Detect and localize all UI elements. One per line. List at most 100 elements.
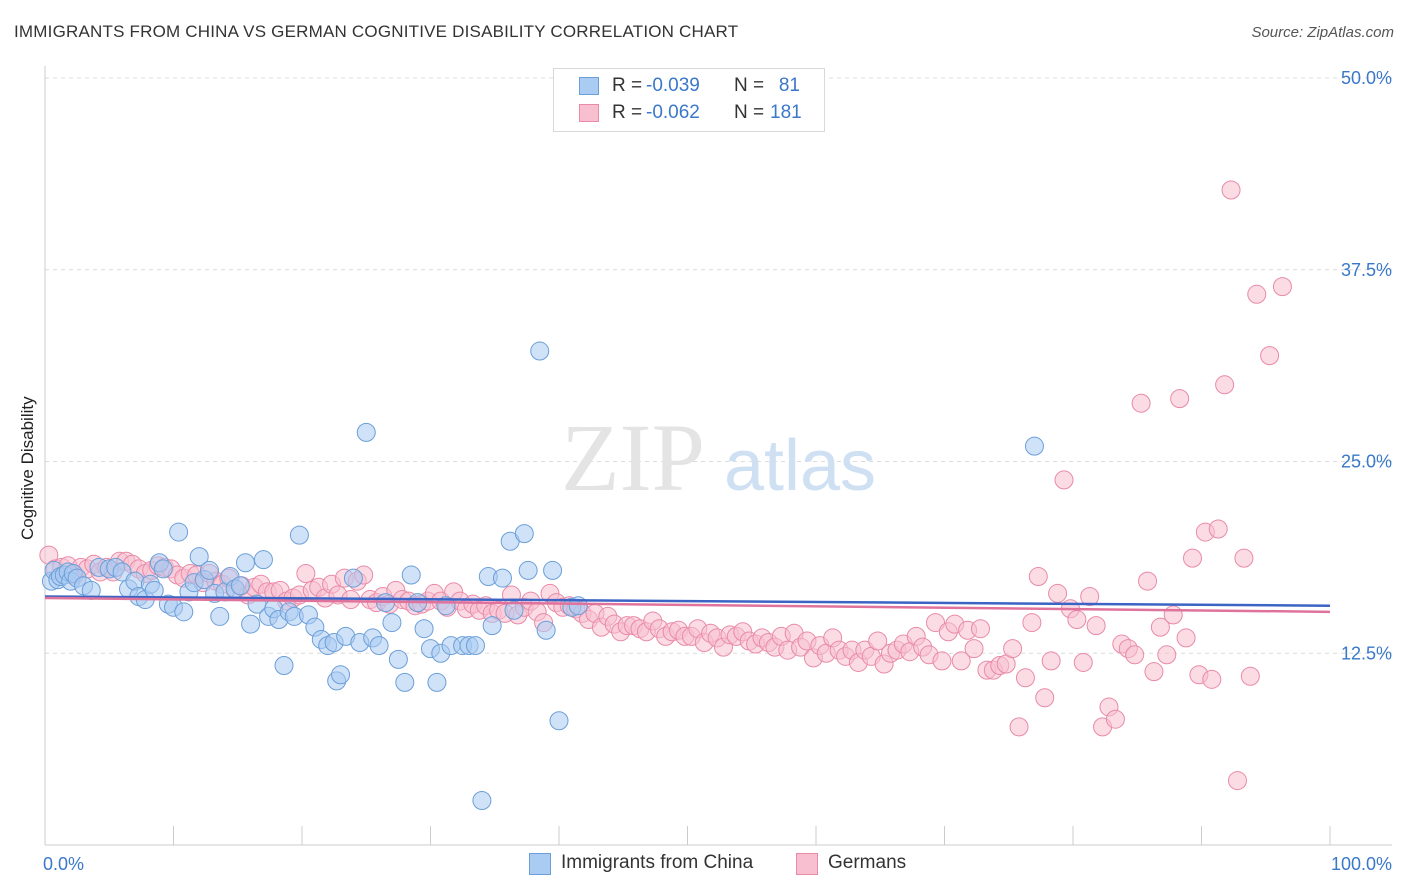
china-point [536,620,556,640]
china-point [1024,436,1044,456]
chart-title: IMMIGRANTS FROM CHINA VS GERMAN COGNITIV… [14,22,739,41]
germans-point [1138,571,1158,591]
germans-point [1035,688,1055,708]
china-point [199,560,219,580]
axes [44,66,1392,846]
germans-point [1048,583,1068,603]
germans-point [1221,180,1241,200]
china-point [289,525,309,545]
china-point [427,672,447,692]
germans-point [1144,662,1164,682]
germans-point [1022,613,1042,633]
china-point [549,711,569,731]
legend-n-value: 181 [770,102,802,123]
germans-point [1215,375,1235,395]
china-point [492,568,512,588]
china-point [253,550,273,570]
legend-r-label: R = [612,102,643,123]
germans-point [1003,639,1023,659]
germans-point [1015,668,1035,688]
germans-point [964,639,984,659]
germans-trend-line [44,596,1331,614]
germans-point [1073,652,1093,672]
legend-r-value: -0.062 [646,102,700,123]
watermark-zip: ZIP [561,404,705,511]
china-point [382,613,402,633]
china-point [472,791,492,811]
germans-point [1176,628,1196,648]
germans-point [1150,617,1170,637]
china-point [174,602,194,622]
germans-point [1183,548,1203,568]
legend-swatch-germans [579,104,599,122]
y-tick-label: 37.5% [1341,260,1392,280]
germans-point [1202,669,1222,689]
y-tick-label: 50.0% [1341,68,1392,88]
bottom-legend-label-china: Immigrants from China [561,852,754,873]
china-point [395,672,415,692]
germans-point [1009,717,1029,737]
china-point [356,422,376,442]
x-tick-label: 0.0% [43,854,84,874]
germans-point [1260,346,1280,366]
bottom-legend-swatch-china [529,853,551,875]
germans-point [970,619,990,639]
germans-point [1028,567,1048,587]
china-point [343,568,363,588]
china-point [169,522,189,542]
china-point [153,559,173,579]
china-point [369,636,389,656]
china-point [210,606,230,626]
legend-n-label: N = [734,75,765,96]
china-point [274,656,294,676]
germans-point [868,631,888,651]
watermark-atlas: atlas [724,426,876,506]
germans-point [1086,616,1106,636]
germans-point [1240,666,1260,686]
x-tick-label: 100.0% [1331,854,1392,874]
bottom-legend-swatch-germans [796,853,818,875]
china-point [388,649,408,669]
germans-point [1208,519,1228,539]
china-point [241,614,261,634]
germans-point [1105,709,1125,729]
correlation-legend: R = -0.039 N = 81 R = -0.062 N = 181 [553,68,825,132]
china-point [189,547,209,567]
watermark: ZIP atlas [561,404,876,511]
germans-point [932,651,952,671]
germans-point [1170,389,1190,409]
china-point [482,616,502,636]
legend-r-value: -0.039 [646,75,700,96]
china-point [530,341,550,361]
germans-point [1080,586,1100,606]
china-trend-line [44,595,1331,607]
germans-point [1157,645,1177,665]
china-point [543,560,563,580]
legend-n-label: N = [734,102,765,123]
germans-point [1125,645,1145,665]
germans-point [1163,605,1183,625]
china-point [230,576,250,596]
trend-lines [44,595,1331,614]
germans-point [951,651,971,671]
china-point [518,560,538,580]
germans-point [296,563,316,583]
germans-point [1067,610,1087,630]
germans-point [1234,548,1254,568]
germans-point [1054,470,1074,490]
legend-swatch-china [579,77,599,95]
germans-point [926,613,946,633]
china-point [401,565,421,585]
legend-r-label: R = [612,75,643,96]
china-points [41,341,1044,811]
germans-point [1131,393,1151,413]
y-axis-label: Cognitive Disability [18,396,37,540]
china-point [331,665,351,685]
germans-point [1227,771,1247,791]
tick-labels: 12.5% 25.0% 37.5% 50.0% 0.0% 100.0% [43,68,1392,874]
china-point [465,636,485,656]
china-point [414,619,434,639]
china-point [112,562,132,582]
germans-point [1272,277,1292,297]
china-point [504,600,524,620]
